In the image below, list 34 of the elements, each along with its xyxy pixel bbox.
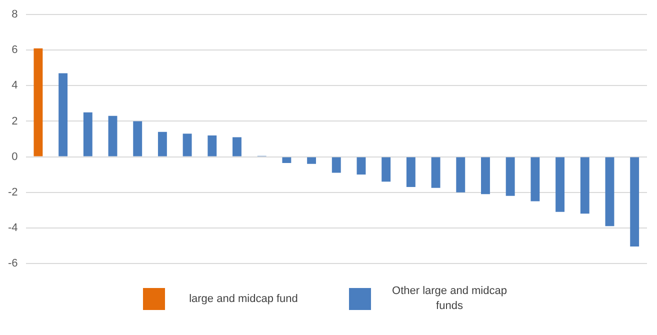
bar [34,48,43,156]
bar [232,137,242,156]
y-tick-label: -6 [8,257,18,270]
bar [58,73,68,156]
bar [481,157,490,194]
y-tick-label: -2 [8,186,18,198]
bar [356,157,366,175]
y-tick-label: 8 [12,8,18,21]
bar [605,157,614,226]
y-tick-label: -4 [8,222,18,234]
bar [133,121,142,156]
bar [108,116,118,156]
bar [208,135,217,156]
bar [282,157,292,163]
bar [580,157,590,214]
bar [182,134,192,156]
bar [158,132,167,156]
y-tick-label: 4 [12,80,18,92]
bar [406,157,416,187]
bar [307,157,316,164]
bar [630,157,640,247]
legend-label: large and midcap fund [188,292,299,306]
bar [382,157,391,182]
bar [556,157,564,212]
legend-label: Other large and midcap funds [391,284,508,314]
y-tick-label: 6 [12,44,18,56]
bar [506,157,515,196]
bar [456,157,466,192]
bar [431,157,440,188]
y-tick-label: 2 [12,115,18,128]
y-tick-label: 0 [12,150,18,163]
bar [83,112,92,156]
bar [332,157,341,173]
bar [530,157,540,202]
